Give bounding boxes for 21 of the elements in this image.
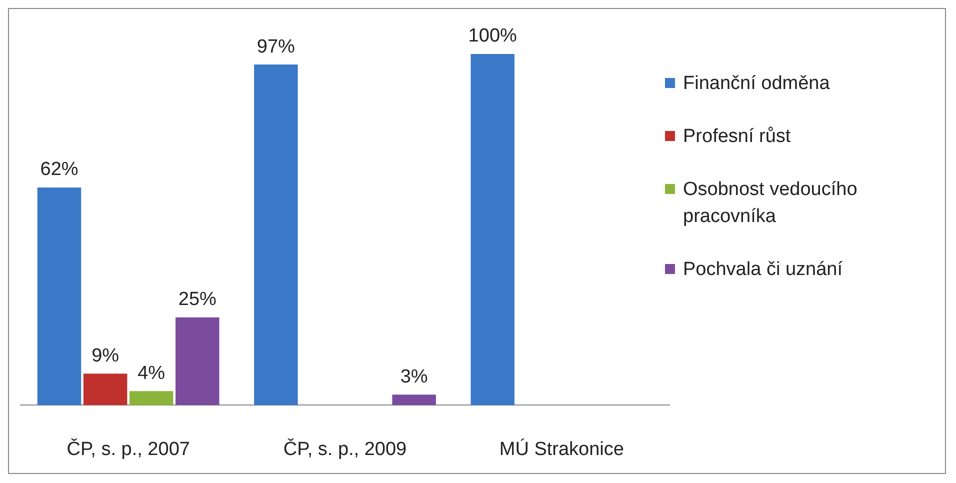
bar — [129, 391, 174, 406]
bar — [254, 64, 298, 406]
data-label: 4% — [138, 362, 166, 384]
data-label: 3% — [400, 366, 428, 388]
bar — [83, 374, 128, 406]
data-label: 100% — [468, 26, 517, 47]
bar — [37, 187, 82, 406]
data-label: 62% — [40, 159, 78, 180]
legend-label: Pochvala či uznání — [683, 258, 842, 282]
x-tick-label: MÚ Strakonice — [499, 438, 624, 460]
data-label: 97% — [256, 36, 296, 58]
bar — [470, 54, 514, 406]
legend-label: Profesní růst — [683, 125, 791, 149]
x-tick-label: ČP, s. p., 2007 — [66, 438, 190, 460]
x-tick-label: ČP, s. p., 2009 — [283, 438, 407, 460]
bar — [392, 394, 436, 406]
legend-label: Osobnost vedoucího pracovníka — [683, 178, 858, 229]
legend-label: Finanční odměna — [683, 72, 830, 96]
data-label: 25% — [178, 289, 217, 310]
bar — [176, 317, 220, 406]
data-label: 9% — [92, 345, 120, 366]
